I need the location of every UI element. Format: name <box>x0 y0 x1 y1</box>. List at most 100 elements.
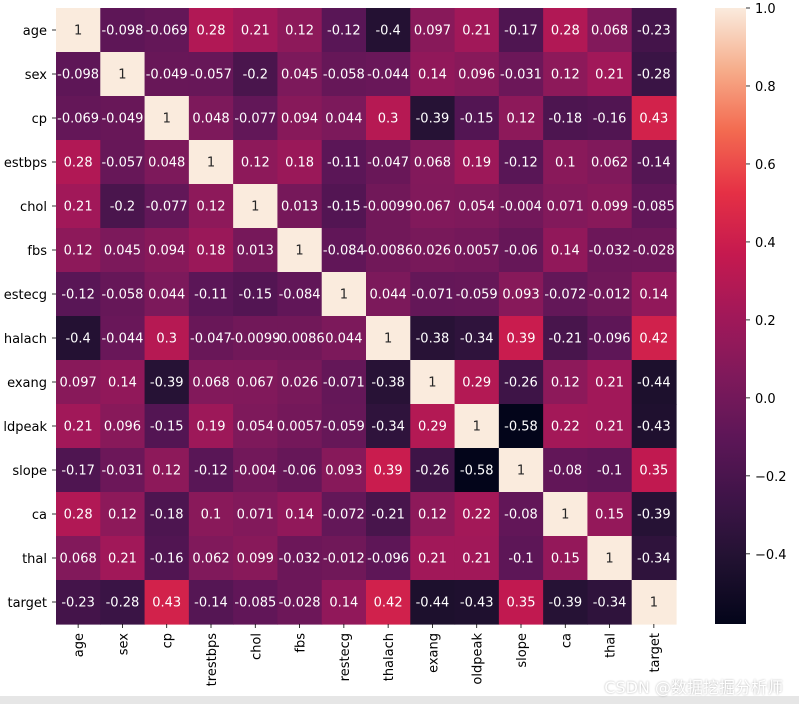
cell-label-oldpeak-cp: -0.15 <box>150 420 184 435</box>
cell-label-chol-age: 0.21 <box>64 200 93 215</box>
cell-label-trestbps-ca: 0.1 <box>555 156 576 171</box>
heatmap-cell-sex-restecg <box>321 52 367 97</box>
cell-label-restecg-target: 0.14 <box>639 288 668 303</box>
heatmap-cell-chol-trestbps <box>188 184 234 229</box>
heatmap-cell-fbs-age <box>56 228 101 273</box>
cell-label-target-ca: -0.39 <box>548 596 582 611</box>
heatmap-cell-restecg-fbs <box>277 272 323 317</box>
heatmap-cell-oldpeak-slope <box>498 404 544 449</box>
cell-label-trestbps-oldpeak: 0.19 <box>462 156 491 171</box>
cell-label-oldpeak-chol: 0.054 <box>237 420 274 435</box>
heatmap-cell-cp-ca <box>543 96 589 141</box>
heatmap-cell-trestbps-sex <box>100 140 146 185</box>
cell-label-exang-target: -0.44 <box>637 376 671 391</box>
heatmap-cell-restecg-thalach <box>366 272 411 317</box>
cell-label-cp-target: 0.43 <box>639 112 668 127</box>
cell-label-ca-slope: -0.08 <box>504 508 538 523</box>
heatmap-cell-ca-ca <box>543 492 589 537</box>
heatmap-cell-trestbps-ca <box>543 140 589 185</box>
cell-label-fbs-chol: 0.013 <box>237 244 274 259</box>
cell-label-restecg-thal: -0.012 <box>589 288 631 303</box>
heatmap-cell-cp-age <box>56 96 101 141</box>
cell-label-cp-cp: 1 <box>163 112 171 127</box>
heatmap-cell-age-ca <box>543 8 589 53</box>
cell-label-fbs-sex: 0.045 <box>104 244 141 259</box>
heatmap-cell-target-exang <box>410 580 456 625</box>
heatmap-cell-trestbps-fbs <box>277 140 323 185</box>
heatmap-cell-trestbps-thalach <box>366 140 411 185</box>
heatmap-cell-target-ca <box>543 580 589 625</box>
heatmap-cell-restecg-cp <box>144 272 190 317</box>
cell-label-ca-thalach: -0.21 <box>371 508 405 523</box>
heatmap-cell-slope-trestbps <box>188 448 234 493</box>
heatmap-cell-target-oldpeak <box>454 580 500 625</box>
y-tick-label-thal: thal <box>22 552 47 567</box>
cell-label-trestbps-exang: 0.068 <box>414 156 451 171</box>
heatmap-cell-sex-age <box>56 52 101 97</box>
heatmap-cell-oldpeak-target <box>631 404 677 449</box>
cell-label-trestbps-restecg: -0.11 <box>327 156 361 171</box>
heatmap-cell-slope-sex <box>100 448 146 493</box>
y-tick-label-ca: ca <box>32 508 47 523</box>
cell-label-target-age: -0.23 <box>61 596 95 611</box>
heatmap-cell-sex-slope <box>498 52 544 97</box>
cell-label-trestbps-age: 0.28 <box>64 156 93 171</box>
cell-label-thal-age: 0.068 <box>60 552 97 567</box>
heatmap-cell-sex-trestbps <box>188 52 234 97</box>
cell-label-oldpeak-thalach: -0.34 <box>371 420 405 435</box>
cell-label-oldpeak-thal: 0.21 <box>595 420 624 435</box>
cell-label-exang-cp: -0.39 <box>150 376 184 391</box>
heatmap-cell-oldpeak-oldpeak <box>454 404 500 449</box>
heatmap-cell-ca-thal <box>587 492 633 537</box>
colorbar: 1.0 0.8 0.6 0.4 0.2 0.0 −0.2 −0.4 <box>715 2 787 624</box>
heatmap-cell-exang-thal <box>587 360 633 405</box>
cell-label-exang-age: 0.097 <box>60 376 97 391</box>
cell-label-slope-oldpeak: -0.58 <box>460 464 494 479</box>
cell-label-exang-sex: 0.14 <box>108 376 137 391</box>
cell-label-exang-oldpeak: 0.29 <box>462 376 491 391</box>
heatmap-cell-fbs-trestbps <box>188 228 234 273</box>
heatmap-cell-chol-age <box>56 184 101 229</box>
cell-label-sex-restecg: -0.058 <box>323 68 365 83</box>
heatmap-cell-thalach-oldpeak <box>454 316 500 361</box>
heatmap-cell-sex-oldpeak <box>454 52 500 97</box>
cell-label-oldpeak-target: -0.43 <box>637 420 671 435</box>
heatmap-cell-exang-slope <box>498 360 544 405</box>
heatmap-cell-thalach-slope <box>498 316 544 361</box>
heatmap-cell-age-trestbps <box>188 8 234 53</box>
cell-label-slope-slope: 1 <box>517 464 525 479</box>
cell-label-oldpeak-age: 0.21 <box>64 420 93 435</box>
cell-label-thalach-target: 0.42 <box>639 332 668 347</box>
cell-label-chol-ca: 0.071 <box>547 200 584 215</box>
cell-label-ca-fbs: 0.14 <box>285 508 314 523</box>
cell-label-cp-ca: -0.18 <box>548 112 582 127</box>
cell-label-restecg-cp: 0.044 <box>148 288 185 303</box>
cell-value-labels: 1 -0.098 -0.069 0.28 0.21 0.12 -0.12 -0.4 0.097 0… <box>57 24 675 611</box>
heatmap-cell-chol-cp <box>144 184 190 229</box>
heatmap-cell-sex-fbs <box>277 52 323 97</box>
heatmap-cell-restecg-ca <box>543 272 589 317</box>
heatmap-cell-age-cp <box>144 8 190 53</box>
heatmap-cell-ca-fbs <box>277 492 323 537</box>
heatmap-cell-target-fbs <box>277 580 323 625</box>
heatmap-cell-thal-thalach <box>366 536 411 581</box>
heatmap-cell-exang-sex <box>100 360 146 405</box>
cell-label-sex-trestbps: -0.057 <box>190 68 232 83</box>
heatmap-cell-ca-slope <box>498 492 544 537</box>
cell-label-thal-cp: -0.16 <box>150 552 184 567</box>
heatmap-cell-trestbps-age <box>56 140 101 185</box>
heatmap-cell-sex-thalach <box>366 52 411 97</box>
heatmap-cell-exang-fbs <box>277 360 323 405</box>
heatmap-cell-oldpeak-chol <box>233 404 279 449</box>
heatmap-cell-target-target <box>631 580 677 625</box>
cell-label-sex-ca: 0.12 <box>551 68 580 83</box>
cell-label-cp-slope: 0.12 <box>507 112 536 127</box>
cell-label-exang-ca: 0.12 <box>551 376 580 391</box>
cell-label-sex-cp: -0.049 <box>146 68 188 83</box>
heatmap-cell-slope-target <box>631 448 677 493</box>
cell-label-sex-chol: -0.2 <box>243 68 268 83</box>
cell-label-fbs-cp: 0.094 <box>148 244 185 259</box>
heatmap-cell-age-thal <box>587 8 633 53</box>
cell-label-restecg-trestbps: -0.11 <box>194 288 228 303</box>
